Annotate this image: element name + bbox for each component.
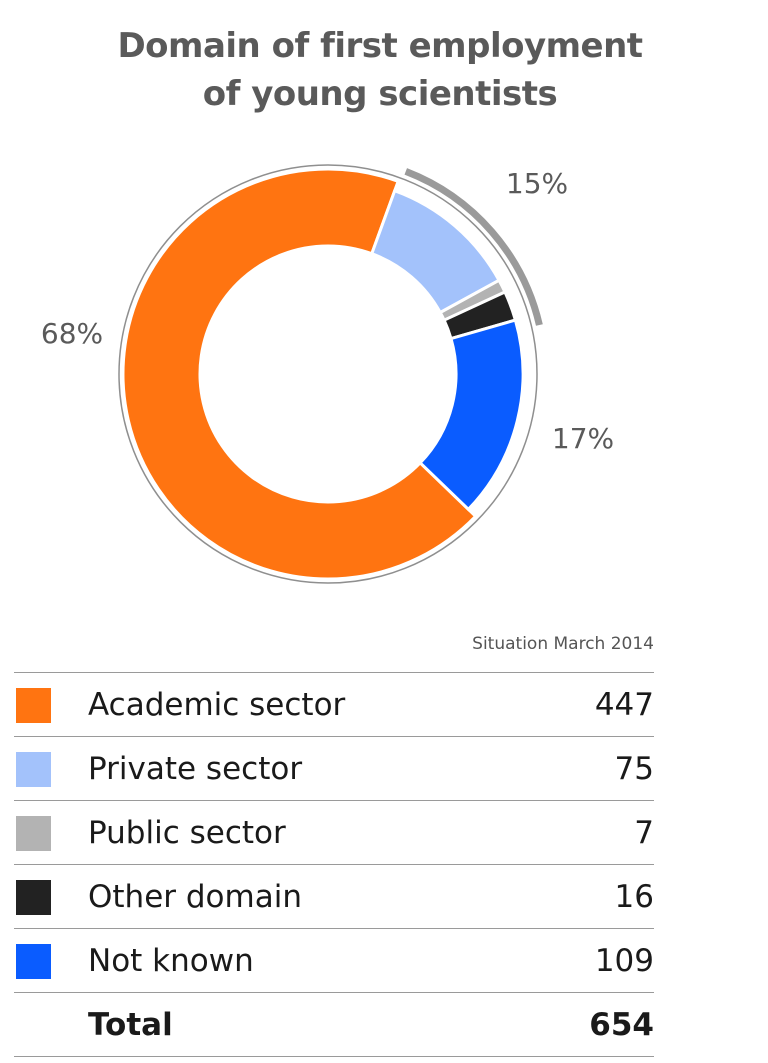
legend-row-academic: Academic sector 447: [14, 673, 654, 737]
legend-label: Public sector: [88, 815, 286, 851]
slice-academic-sector: [121, 167, 478, 581]
other-swatch: [16, 880, 51, 915]
legend-value: 75: [614, 751, 654, 787]
situation-note: Situation March 2014: [472, 634, 654, 654]
pct-label-grouped-sectors: 15%: [506, 167, 568, 200]
grouped-sectors-arc: [404, 168, 543, 326]
legend-label: Other domain: [88, 879, 302, 915]
outer-ring: [118, 164, 538, 584]
not-known-swatch: [16, 944, 51, 979]
legend-label: Academic sector: [88, 687, 346, 723]
public-swatch: [16, 816, 51, 851]
legend-value: 7: [634, 815, 654, 851]
chart-title-line-1: Domain of first employment: [117, 26, 643, 66]
legend-row-private: Private sector 75: [14, 737, 654, 801]
total-label: Total: [88, 1007, 173, 1043]
legend-table: Academic sector 447 Private sector 75 Pu…: [14, 672, 654, 1057]
chart-title-line-2: of young scientists: [202, 74, 558, 114]
pct-label-academic: 68%: [41, 317, 103, 350]
slice-not-known: [418, 318, 525, 512]
pct-label-not-known: 17%: [552, 422, 614, 455]
legend-row-other: Other domain 16: [14, 865, 654, 929]
donut-chart: 68% 15% 17%: [41, 164, 614, 584]
legend-value: 109: [594, 943, 654, 979]
legend-row-total: Total 654: [14, 993, 654, 1057]
legend-label: Not known: [88, 943, 254, 979]
total-value: 654: [589, 1007, 654, 1043]
legend-value: 16: [614, 879, 654, 915]
legend-label: Private sector: [88, 751, 303, 787]
legend-row-not-known: Not known 109: [14, 929, 654, 993]
chart-title: Domain of first employment of young scie…: [0, 22, 760, 118]
legend-row-public: Public sector 7: [14, 801, 654, 865]
legend-value: 447: [594, 687, 654, 723]
academic-swatch: [16, 688, 51, 723]
private-swatch: [16, 752, 51, 787]
